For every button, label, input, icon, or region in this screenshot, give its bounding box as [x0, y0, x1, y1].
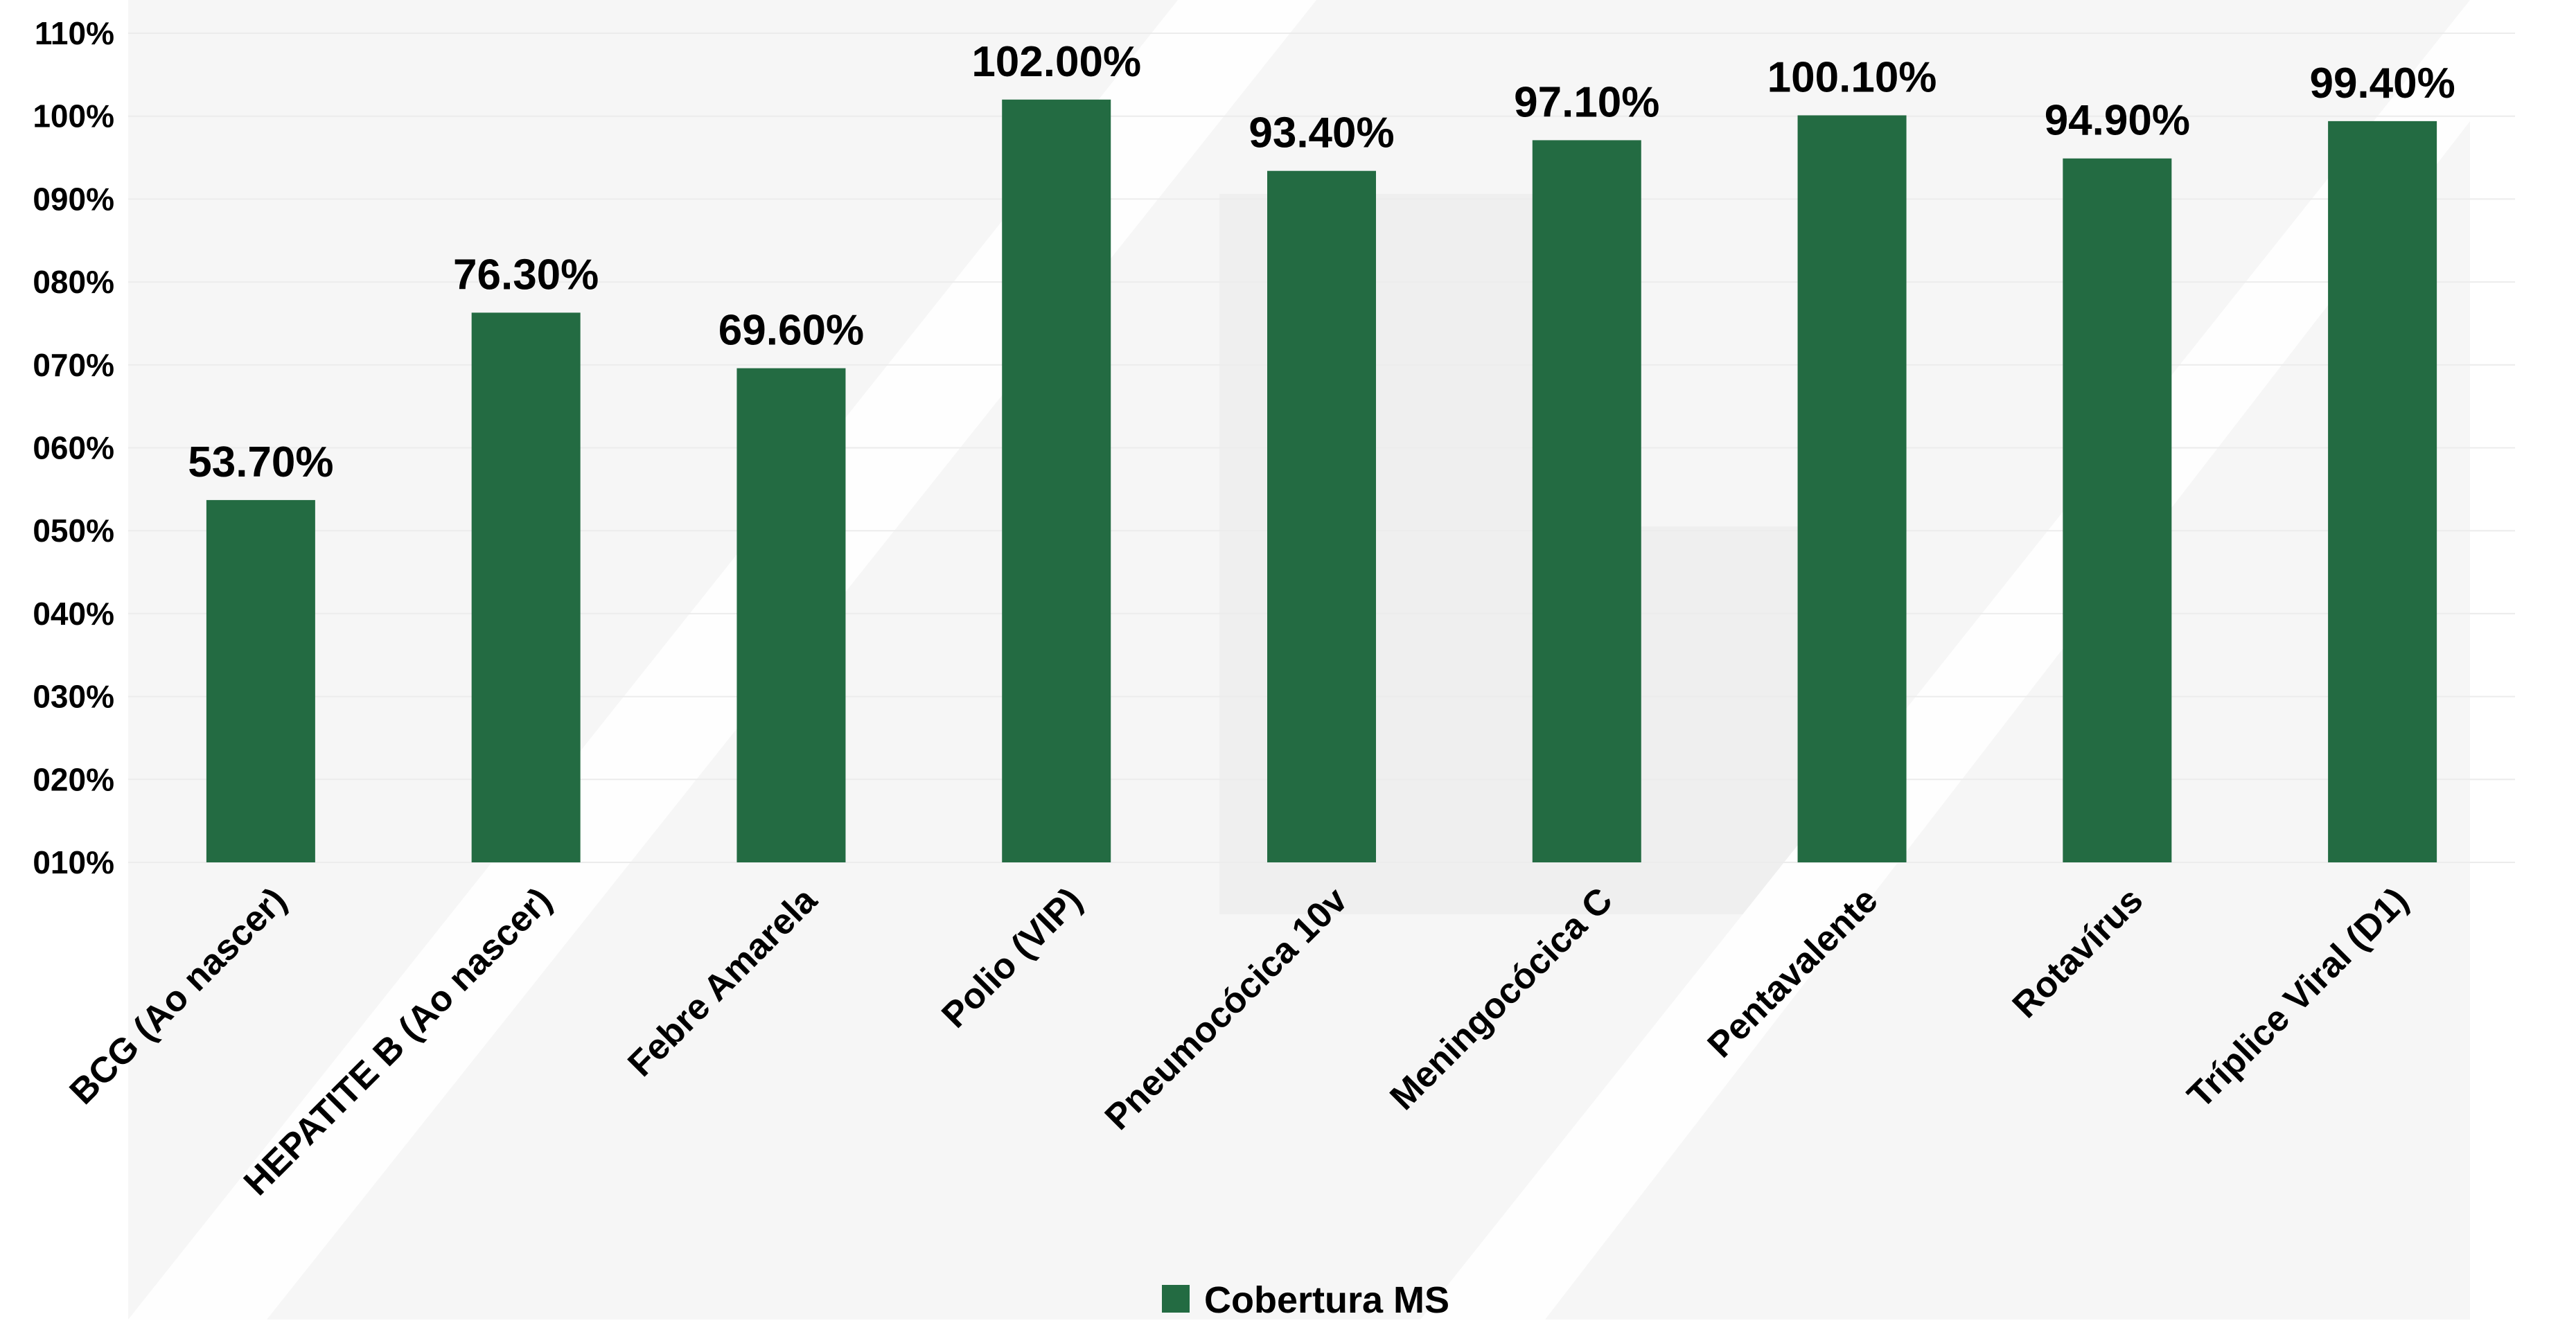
y-tick-label: 090% — [33, 181, 114, 217]
legend-swatch — [1162, 1285, 1190, 1313]
y-tick-label: 040% — [33, 596, 114, 632]
data-label: 102.00% — [971, 38, 1141, 86]
y-tick-label: 050% — [33, 513, 114, 549]
data-label: 99.40% — [2309, 60, 2455, 107]
data-label: 94.90% — [2045, 97, 2190, 145]
legend: Cobertura MS — [1162, 1279, 1449, 1321]
bar — [736, 368, 846, 862]
bar — [206, 499, 315, 862]
y-tick-label: 010% — [33, 844, 114, 880]
data-label: 93.40% — [1249, 109, 1394, 157]
bar — [471, 312, 581, 862]
data-label: 100.10% — [1767, 54, 1937, 102]
y-tick-label: 100% — [33, 98, 114, 134]
data-labels: 53.70% 76.30% 69.60% 102.00% 93.40% 97.10% 100… — [188, 38, 2455, 486]
data-label: 69.60% — [718, 307, 864, 355]
bars — [206, 99, 2437, 863]
bar — [1532, 140, 1641, 863]
y-tick-label: 070% — [33, 347, 114, 383]
y-tick-label: 080% — [33, 264, 114, 300]
y-tick-label: 030% — [33, 679, 114, 715]
y-tick-label: 020% — [33, 761, 114, 797]
data-label: 53.70% — [188, 438, 333, 486]
bar — [1267, 170, 1376, 862]
y-tick-label: 110% — [35, 15, 114, 51]
data-label: 97.10% — [1514, 78, 1659, 126]
bar — [1797, 115, 1907, 862]
bar — [1002, 99, 1111, 862]
data-label: 76.30% — [453, 251, 599, 299]
bar — [2328, 121, 2437, 863]
bar — [2063, 158, 2172, 862]
watermark-diagonal-stripe — [1420, 0, 2564, 1320]
legend-label: Cobertura MS — [1204, 1279, 1449, 1320]
y-axis-ticks: 010% 020% 030% 040% 050% 060% 070% 080% 090% 100%… — [33, 15, 114, 880]
y-tick-label: 060% — [33, 430, 114, 466]
